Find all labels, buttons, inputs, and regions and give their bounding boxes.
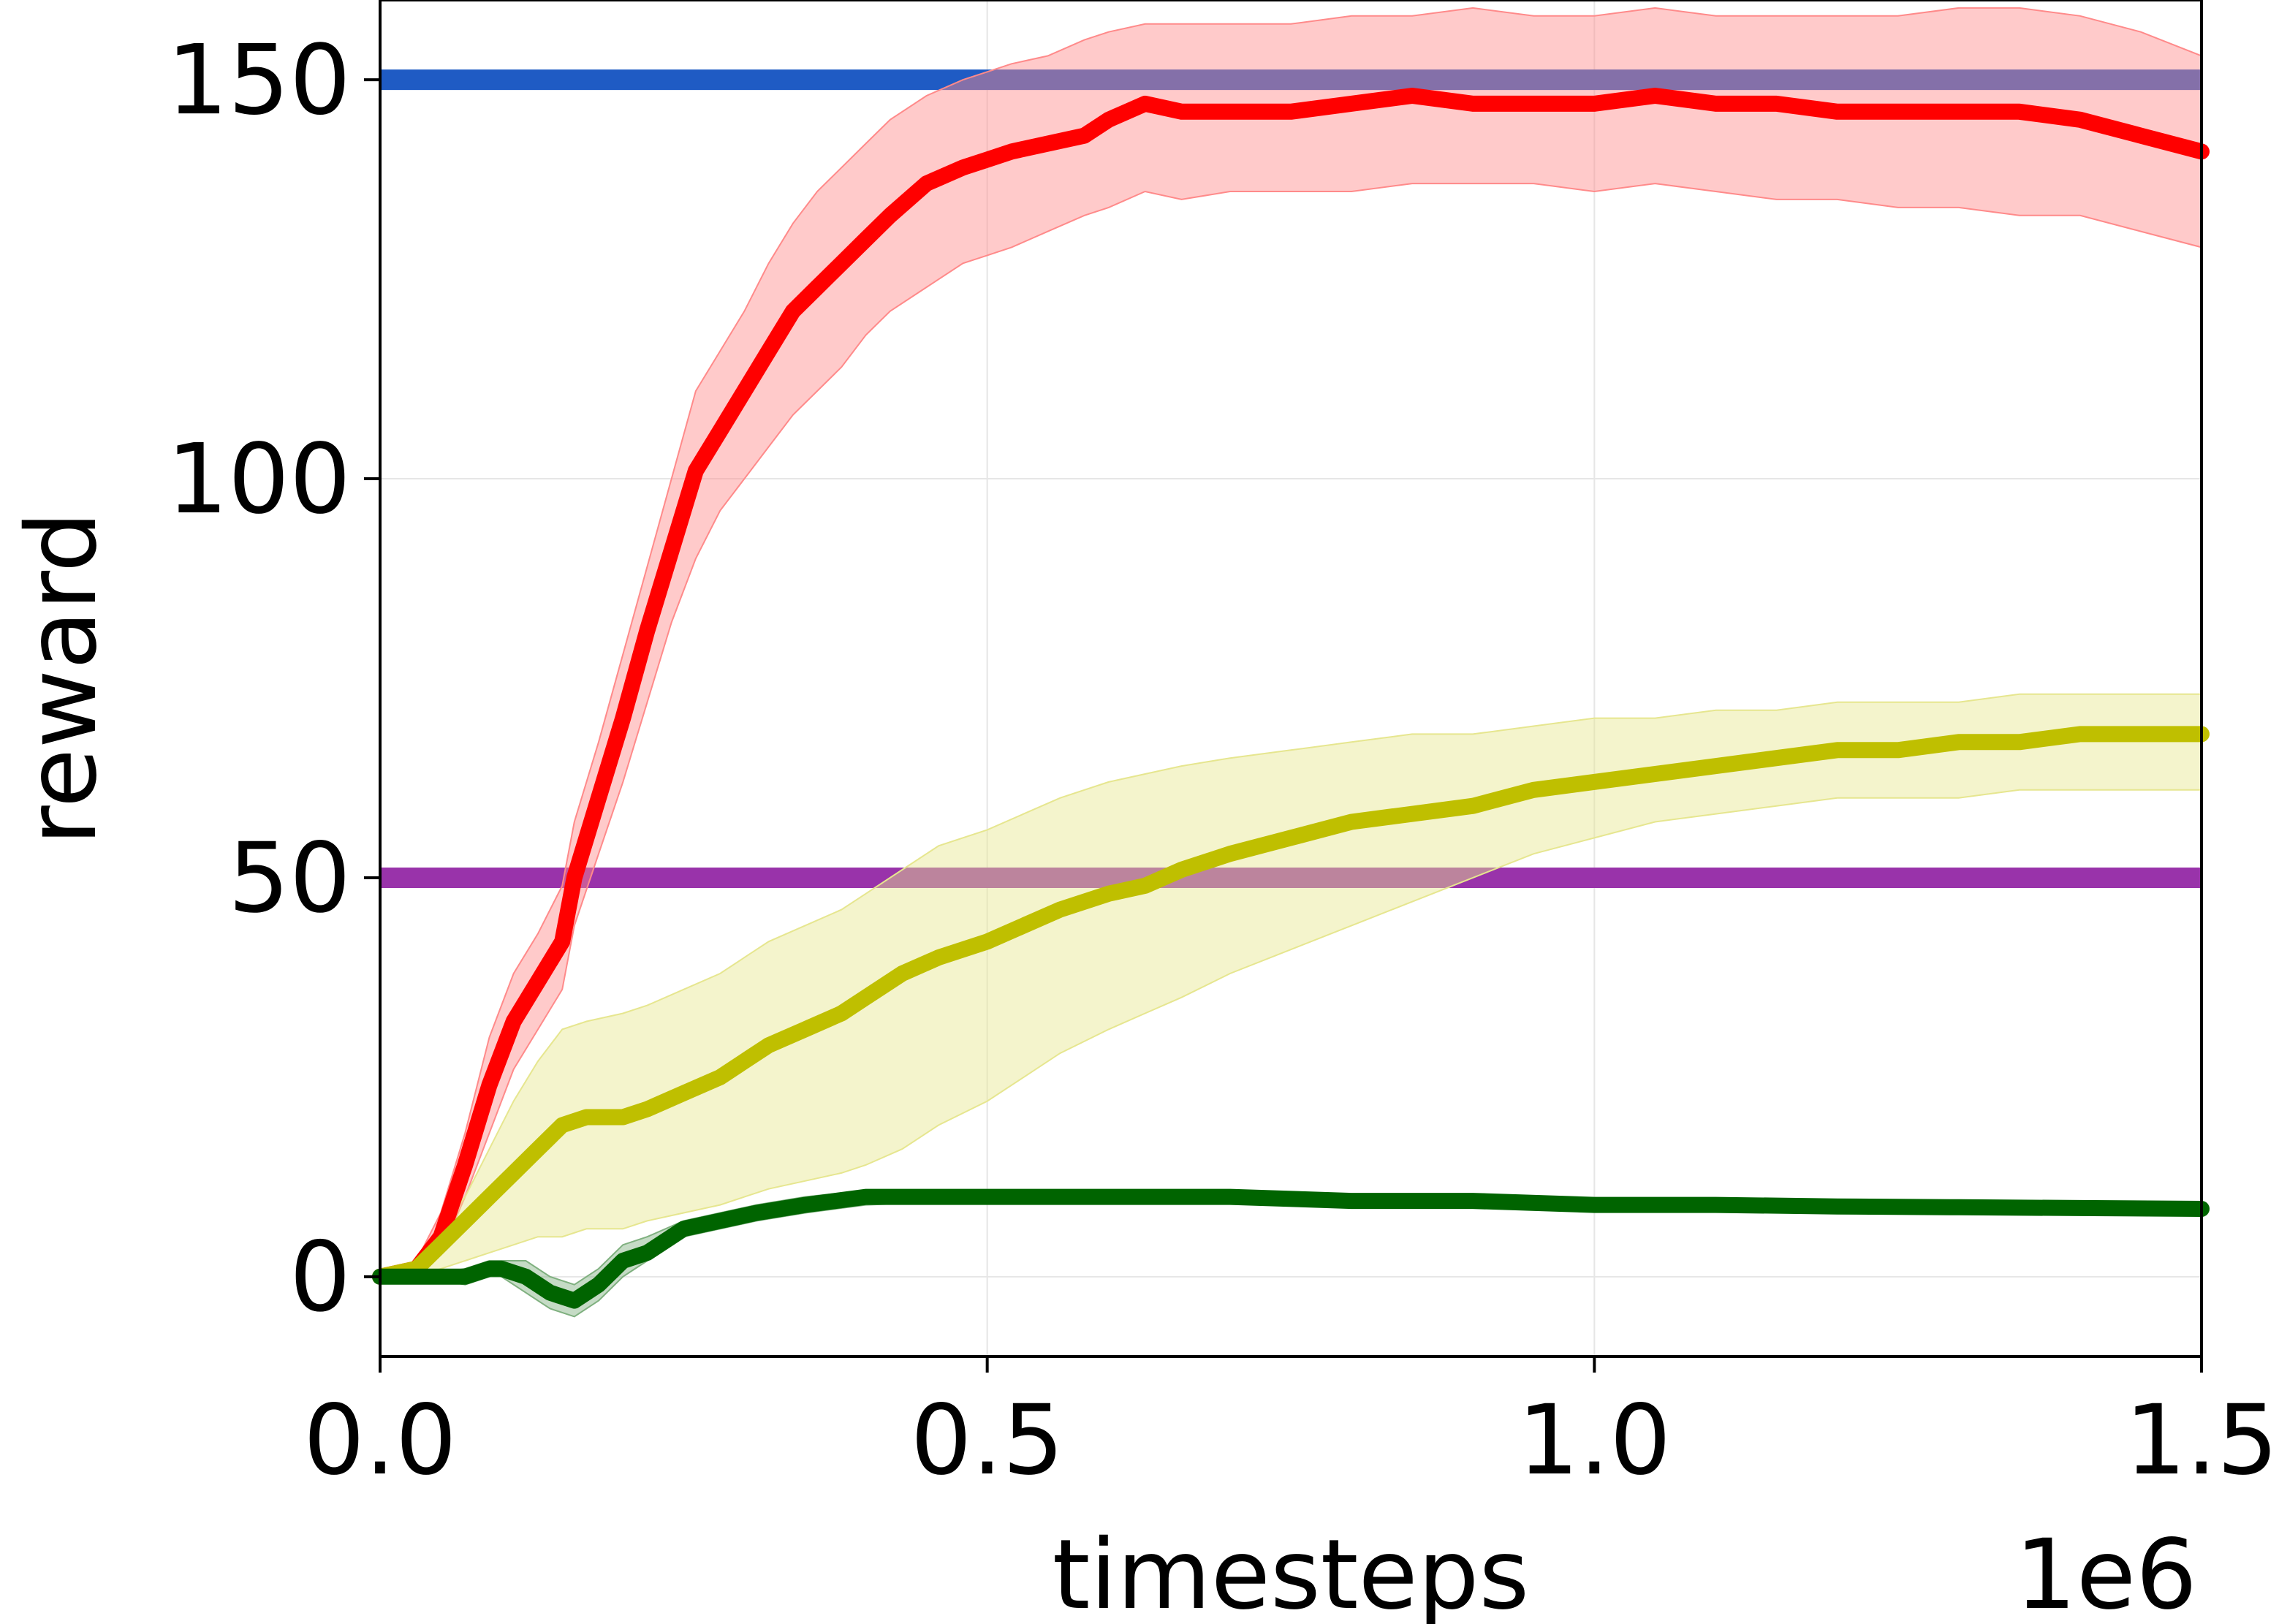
- x-axis-ticks: 0.0 0.5 1.0 1.5: [303, 1357, 2278, 1497]
- y-tick-label: 100: [167, 423, 351, 536]
- plot-background: [380, 0, 2202, 1357]
- x-axis-title: timesteps: [1053, 1519, 1530, 1624]
- series-line-1: [372, 726, 2210, 1285]
- x-tick-label: 0.5: [911, 1384, 1064, 1497]
- series-lines: [372, 88, 2210, 1309]
- series-line-0: [372, 88, 2210, 1285]
- y-axis-ticks: 0 50 100 150: [167, 24, 380, 1334]
- reference-lines: [380, 69, 2202, 888]
- y-tick-label: 150: [167, 24, 351, 137]
- x-tick-label: 1.5: [2125, 1384, 2278, 1497]
- x-tick-label: 1.0: [1517, 1384, 1671, 1497]
- plot-frame: [379, 0, 2203, 1358]
- y-tick-label: 0: [289, 1221, 351, 1334]
- y-axis-title: reward: [6, 511, 118, 845]
- series-line-2: [372, 1188, 2210, 1309]
- x-tick-label: 0.0: [303, 1384, 457, 1497]
- x-axis-offset-label: 1e6: [2015, 1519, 2197, 1624]
- y-tick-label: 50: [228, 822, 351, 935]
